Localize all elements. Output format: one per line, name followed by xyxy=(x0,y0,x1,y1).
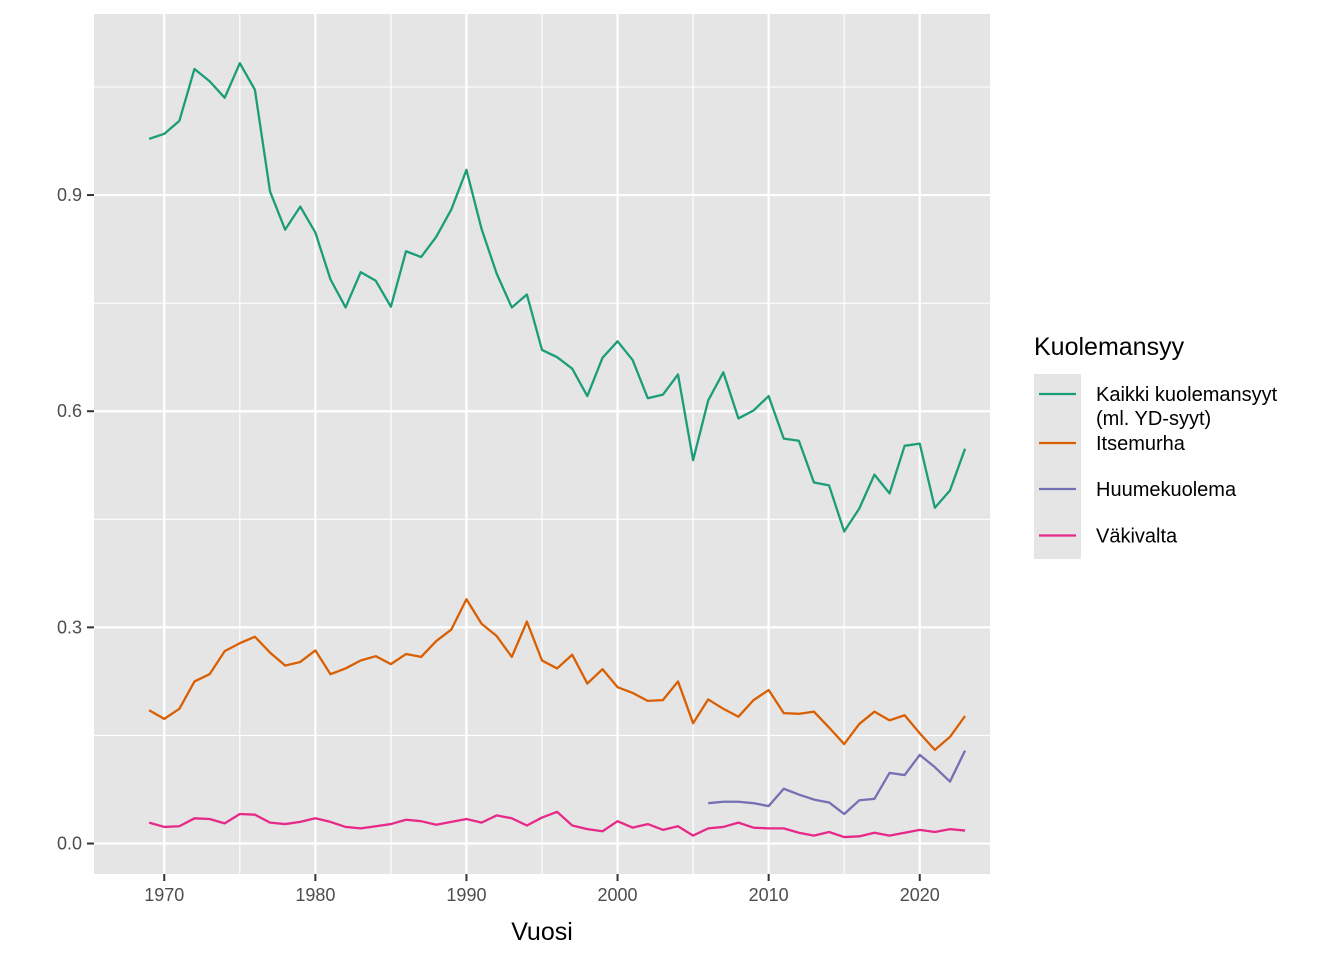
x-tick-label: 1970 xyxy=(144,885,184,905)
legend-items: Kaikki kuolemansyyt(ml. YD-syyt) Itsemurh… xyxy=(1039,384,1278,548)
y-tick-label: 0.3 xyxy=(57,617,82,637)
x-tick-label: 2020 xyxy=(900,885,940,905)
legend-label: Itsemurha xyxy=(1096,433,1186,455)
series-lines xyxy=(148,62,967,839)
legend-key-background xyxy=(1034,374,1081,559)
series-line-3 xyxy=(148,810,966,839)
y-tick-label: 0.9 xyxy=(57,185,82,205)
y-tick-labels: 0.0 0.3 0.6 0.9 xyxy=(57,185,82,853)
series-line-1 xyxy=(148,598,967,752)
x-tick-labels: 1970 1980 1990 2000 2010 2020 xyxy=(144,885,940,905)
legend-label: Väkivalta xyxy=(1096,526,1178,548)
x-tick-label: 1990 xyxy=(446,885,486,905)
axis-ticks xyxy=(87,194,921,881)
legend-label: Kaikki kuolemansyyt xyxy=(1096,384,1278,406)
legend-title: Kuolemansyy xyxy=(1034,333,1185,361)
legend-label: (ml. YD-syyt) xyxy=(1096,408,1211,430)
x-tick-label: 2010 xyxy=(749,885,789,905)
legend-label: Huumekuolema xyxy=(1096,479,1237,501)
series-line-2 xyxy=(708,750,967,816)
x-tick-label: 2000 xyxy=(598,885,638,905)
y-tick-label: 0.0 xyxy=(57,834,82,854)
legend: Kuolemansyy Kaikki kuolemansyyt(ml. YD-s… xyxy=(1034,333,1278,559)
y-tick-label: 0.6 xyxy=(57,401,82,421)
x-tick-label: 1980 xyxy=(295,885,335,905)
x-axis-title: Vuosi xyxy=(511,918,573,946)
series-line-0 xyxy=(148,62,967,533)
